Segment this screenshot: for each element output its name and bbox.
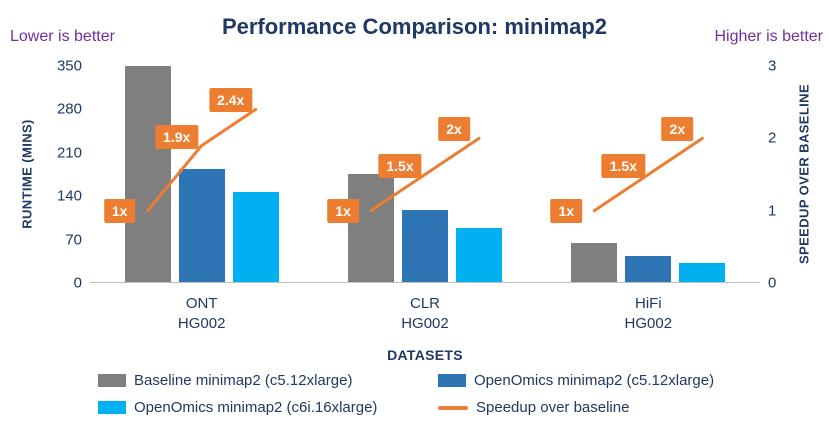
legend-swatch-box-1 (438, 374, 466, 387)
left-axis-ticks: 0 70 140 210 280 350 (40, 58, 82, 292)
category-label-hifi: HiFi HG002 (537, 294, 760, 334)
right-axis-tick-2: 2 (768, 129, 777, 147)
left-axis-tick-210: 210 (56, 144, 82, 162)
legend-swatch-box-2 (98, 401, 126, 414)
speedup-data-label-clr-1.5x: 1.5x (378, 153, 422, 178)
category-label-line: HiFi (634, 295, 662, 312)
bar-openomics-c6i-hifi (679, 262, 726, 282)
left-axis-title: RUNTIME (MINS) (19, 119, 35, 229)
left-axis-tick-0: 0 (73, 274, 82, 292)
speedup-line (146, 107, 704, 213)
legend-swatch-box-0 (98, 374, 126, 387)
right-axis-ticks: 0 1 2 3 (768, 58, 794, 292)
legend-label: Speedup over baseline (476, 399, 630, 416)
category-label-ont: ONT HG002 (90, 294, 313, 334)
chart-title: Performance Comparison: minimap2 (221, 14, 608, 39)
speedup-line-segment-ont (146, 107, 258, 213)
bar-openomics-c5-hifi (625, 255, 672, 282)
right-axis-title: SPEEDUP OVER BASELINE (796, 83, 812, 265)
plot-area: 1x 1.9x 2.4x 1x 1.5x 2x 1x 1.5x 2x (90, 66, 760, 283)
x-axis-title: DATASETS (387, 347, 463, 363)
speedup-data-label-hifi-1x: 1x (550, 198, 583, 223)
left-axis-tick-70: 70 (65, 231, 82, 249)
legend-label: OpenOmics minimap2 (c5.12xlarge) (474, 372, 715, 389)
legend-item-3: Speedup over baseline (438, 399, 798, 416)
right-axis-tick-0: 0 (768, 274, 777, 292)
legend-label: Baseline minimap2 (c5.12xlarge) (134, 372, 353, 389)
legend: Baseline minimap2 (c5.12xlarge) OpenOmics… (98, 372, 798, 416)
speedup-data-label-clr-1x: 1x (327, 198, 359, 223)
speedup-data-label-clr-2x: 2x (438, 117, 470, 142)
left-axis-tick-280: 280 (56, 100, 82, 118)
legend-item-1: OpenOmics minimap2 (c5.12xlarge) (438, 372, 798, 389)
bar-baseline-clr (348, 174, 394, 282)
category-label-line: CLR (409, 295, 440, 312)
speedup-data-label-ont-2.4x: 2.4x (209, 88, 253, 113)
bar-openomics-c5-clr (402, 210, 448, 282)
legend-item-0: Baseline minimap2 (c5.12xlarge) (98, 372, 428, 389)
speedup-data-label-hifi-1.5x: 1.5x (601, 153, 645, 178)
bar-openomics-c6i-clr (456, 228, 502, 282)
right-axis-tick-3: 3 (768, 57, 777, 75)
bar-baseline-ont (124, 66, 171, 282)
speedup-line-segment-clr (369, 136, 481, 213)
left-axis-tick-350: 350 (56, 57, 82, 75)
category-label-clr: CLR HG002 (313, 294, 536, 334)
higher-is-better-label: Higher is better (714, 28, 824, 45)
legend-item-2: OpenOmics minimap2 (c6i.16xlarge) (98, 399, 428, 416)
bar-openomics-c5-ont (178, 168, 225, 282)
category-label-line: ONT (185, 295, 218, 312)
legend-label: OpenOmics minimap2 (c6i.16xlarge) (134, 399, 378, 416)
category-label-line: HG002 (401, 315, 449, 332)
category-labels: ONT HG002 CLR HG002 HiFi HG002 (90, 294, 760, 338)
bar-openomics-c6i-ont (232, 192, 279, 282)
bar-baseline-hifi (571, 242, 618, 282)
legend-swatch-line-3 (438, 405, 468, 410)
right-axis-tick-1: 1 (768, 202, 777, 220)
speedup-data-label-ont-1x: 1x (103, 198, 136, 223)
speedup-data-label-hifi-2x: 2x (661, 117, 694, 142)
speedup-line-segment-hifi (592, 136, 704, 213)
speedup-data-label-ont-1.9x: 1.9x (155, 124, 199, 149)
category-label-line: HG002 (624, 315, 673, 332)
lower-is-better-label: Lower is better (10, 28, 115, 45)
left-axis-tick-140: 140 (56, 187, 82, 205)
category-label-line: HG002 (177, 315, 226, 332)
